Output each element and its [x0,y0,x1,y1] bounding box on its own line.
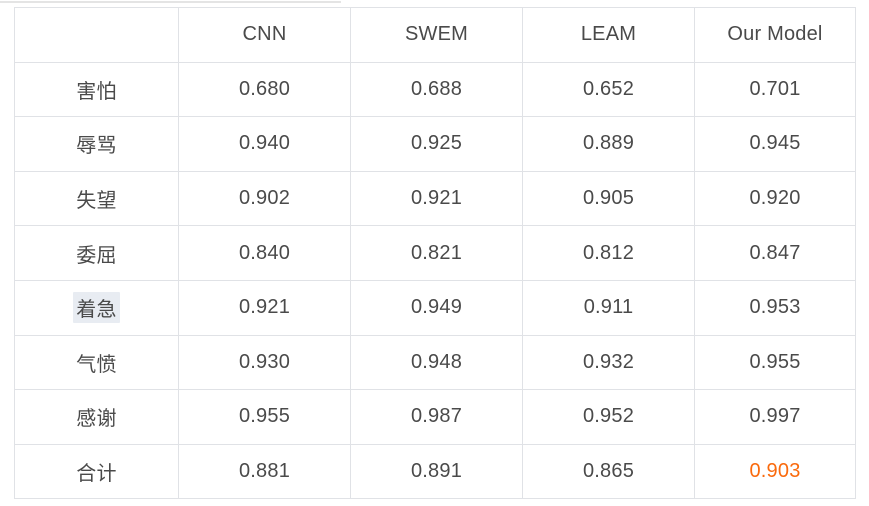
row-label: 委屈 [14,225,179,281]
value-cell: 0.889 [522,116,695,172]
value-cell: 0.945 [694,116,856,172]
value-cell: 0.921 [178,279,351,336]
table-row: 感谢 0.955 0.987 0.952 0.997 [14,389,856,445]
value-cell-accent: 0.903 [694,443,856,500]
value-cell: 0.701 [694,61,856,118]
value-cell: 0.940 [178,116,351,172]
value-cell: 0.932 [522,334,695,391]
value-cell: 0.891 [350,443,523,500]
value-cell: 0.955 [178,389,351,445]
top-edge-artifact [0,1,341,3]
row-label: 合计 [14,443,179,500]
model-comparison-table-container: CNN SWEM LEAM Our Model 害怕 0.680 0.688 0.65… [14,7,856,500]
row-label-highlight: 着急 [73,292,120,324]
value-cell: 0.987 [350,389,523,445]
header-cell-cnn: CNN [178,7,351,63]
value-cell: 0.952 [522,389,695,445]
header-row: CNN SWEM LEAM Our Model [14,7,856,63]
value-cell: 0.902 [178,170,351,227]
model-comparison-table: CNN SWEM LEAM Our Model 害怕 0.680 0.688 0.65… [14,7,856,500]
value-cell: 0.997 [694,389,856,445]
header-cell-swem: SWEM [350,7,523,63]
value-cell: 0.881 [178,443,351,500]
table-row: 着急 0.921 0.949 0.911 0.953 [14,279,856,336]
table-row: 辱骂 0.940 0.925 0.889 0.945 [14,116,856,172]
table-row: 合计 0.881 0.891 0.865 0.903 [14,443,856,500]
header-cell-leam: LEAM [522,7,695,63]
header-cell-empty [14,7,179,63]
value-cell: 0.688 [350,61,523,118]
value-cell: 0.921 [350,170,523,227]
value-cell: 0.652 [522,61,695,118]
row-label: 气愤 [14,334,179,391]
row-label: 着急 [14,279,179,336]
value-cell: 0.948 [350,334,523,391]
value-cell: 0.925 [350,116,523,172]
value-cell: 0.865 [522,443,695,500]
table-row: 失望 0.902 0.921 0.905 0.920 [14,170,856,227]
row-label: 失望 [14,170,179,227]
value-cell: 0.840 [178,225,351,281]
value-cell: 0.847 [694,225,856,281]
table-row: 害怕 0.680 0.688 0.652 0.701 [14,61,856,118]
row-label: 辱骂 [14,116,179,172]
row-label: 害怕 [14,61,179,118]
value-cell: 0.905 [522,170,695,227]
table-row: 委屈 0.840 0.821 0.812 0.847 [14,225,856,281]
value-cell: 0.812 [522,225,695,281]
value-cell: 0.821 [350,225,523,281]
value-cell: 0.680 [178,61,351,118]
value-cell: 0.930 [178,334,351,391]
value-cell: 0.949 [350,279,523,336]
value-cell: 0.955 [694,334,856,391]
value-cell: 0.911 [522,279,695,336]
value-cell: 0.953 [694,279,856,336]
row-label: 感谢 [14,389,179,445]
value-cell: 0.920 [694,170,856,227]
table-body: 害怕 0.680 0.688 0.652 0.701 辱骂 0.940 0.925 0.889 0… [14,61,856,500]
header-cell-our-model: Our Model [694,7,856,63]
table-row: 气愤 0.930 0.948 0.932 0.955 [14,334,856,391]
